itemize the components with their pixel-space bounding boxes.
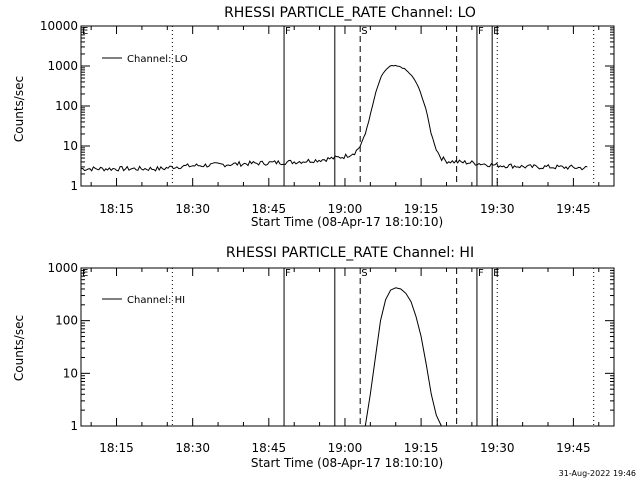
lo-series-line [80, 64, 588, 172]
lo-flag-label: E [82, 26, 88, 37]
lo-y-tick-label: 1 [70, 179, 78, 193]
lo-flag-label: S [361, 26, 367, 37]
hi-flag-label: S [361, 268, 367, 279]
hi-flag-label: F [285, 268, 291, 279]
hi-channel-panel: RHESSI PARTICLE_RATE Channel: HI Start T… [12, 245, 615, 470]
hi-plot-frame [80, 267, 615, 427]
lo-x-tick-label: 18:45 [252, 202, 287, 216]
lo-x-tick-label: 19:00 [328, 202, 363, 216]
hi-x-tick-label: 18:30 [175, 441, 210, 455]
hi-x-tick-label: 18:45 [252, 441, 287, 455]
hi-y-tick-label: 100 [55, 314, 78, 328]
hi-chart-title: RHESSI PARTICLE_RATE Channel: HI [226, 245, 474, 261]
hi-x-tick-label: 19:30 [480, 441, 515, 455]
lo-y-axis-label: Counts/sec [12, 76, 26, 142]
lo-x-tick-label: 19:30 [480, 202, 515, 216]
lo-flag-label: F [285, 26, 291, 37]
lo-x-tick-label: 18:30 [175, 202, 210, 216]
lo-flag-label: E [493, 26, 499, 37]
hi-flag-label: F [478, 268, 484, 279]
lo-y-tick-label: 10 [63, 139, 78, 153]
lo-x-axis-label: Start Time (08-Apr-17 18:10:10) [251, 215, 443, 229]
lo-x-tick-label: 18:15 [99, 202, 134, 216]
lo-y-tick-label: 1000 [47, 59, 78, 73]
lo-x-tick-label: 19:45 [556, 202, 591, 216]
lo-y-tick-label: 10000 [40, 19, 78, 33]
hi-x-axis-label: Start Time (08-Apr-17 18:10:10) [251, 456, 443, 470]
hi-legend-label: Channel: HI [127, 295, 185, 306]
hi-x-tick-label: 19:00 [328, 441, 363, 455]
lo-chart-title: RHESSI PARTICLE_RATE Channel: LO [224, 5, 476, 21]
lo-plot-frame [80, 25, 615, 187]
lo-x-tick-label: 19:15 [404, 202, 439, 216]
hi-y-tick-label: 1000 [47, 261, 78, 275]
hi-flag-label: E [82, 268, 88, 279]
hi-y-tick-label: 1 [70, 419, 78, 433]
lo-channel-panel: RHESSI PARTICLE_RATE Channel: LO Start T… [12, 5, 615, 229]
date-stamp: 31-Aug-2022 19:46 [559, 469, 636, 478]
lo-y-tick-label: 100 [55, 99, 78, 113]
hi-y-axis-label: Counts/sec [12, 315, 26, 381]
lo-legend-label: Channel: LO [127, 54, 188, 65]
hi-x-tick-label: 19:45 [556, 441, 591, 455]
hi-flag-label: E [493, 268, 499, 279]
hi-x-tick-label: 19:15 [404, 441, 439, 455]
hi-x-tick-label: 18:15 [99, 441, 134, 455]
lo-flag-label: F [478, 26, 484, 37]
hi-series-line [364, 287, 442, 427]
hi-y-tick-label: 10 [63, 366, 78, 380]
